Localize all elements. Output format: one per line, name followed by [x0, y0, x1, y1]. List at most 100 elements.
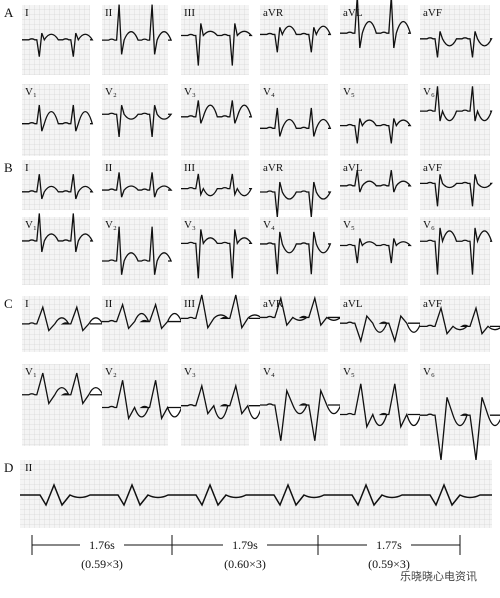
- ecg-lead-panel: V₆: [420, 217, 493, 285]
- grid-paper: [102, 217, 168, 285]
- lead-label: V₃: [184, 366, 196, 378]
- ecg-trace: [181, 23, 253, 66]
- grid-paper: [102, 160, 168, 210]
- lead-label: V₆: [423, 86, 435, 98]
- ecg-trace: [420, 174, 493, 207]
- ecg-trace: [340, 238, 412, 264]
- ecg-trace: [181, 383, 263, 420]
- ecg-lead-panel: V₂: [102, 84, 173, 156]
- ecg-lead-panel: aVL: [340, 296, 422, 352]
- ecg-trace: [22, 372, 104, 406]
- lead-label: V₄: [263, 366, 275, 378]
- lead-label: aVF: [423, 298, 442, 310]
- ecg-trace: [102, 302, 183, 330]
- lead-label: V₁: [25, 86, 37, 98]
- ecg-trace: [340, 170, 412, 193]
- grid-paper: [260, 5, 328, 75]
- grid-paper: [22, 364, 90, 446]
- grid-paper: [22, 84, 90, 156]
- grid-paper: [102, 364, 168, 446]
- ecg-lead-panel: aVF: [420, 160, 493, 210]
- ecg-trace: [22, 174, 94, 200]
- ecg-lead-panel: V₁: [22, 213, 94, 285]
- lead-label: V₁: [25, 219, 37, 231]
- ecg-lead-panel: V₄: [260, 364, 342, 446]
- lead-label: aVR: [263, 7, 284, 19]
- lead-label: V₅: [343, 86, 355, 98]
- ecg-lead-panel: V₅: [340, 217, 412, 285]
- ecg-lead-panel: V₂: [102, 364, 183, 446]
- ecg-trace: [22, 305, 104, 332]
- grid-paper: [22, 217, 90, 285]
- lead-label: V₄: [263, 86, 275, 98]
- ecg-trace: [181, 229, 253, 279]
- lead-label: V₃: [184, 86, 196, 98]
- ecg-lead-panel: II: [102, 296, 183, 352]
- ecg-lead-panel: I: [22, 296, 104, 352]
- ecg-trace: [260, 388, 342, 441]
- interval-calculation: (0.60×3): [224, 557, 266, 571]
- ecg-lead-panel: V₄: [260, 84, 332, 156]
- ecg-trace: [260, 231, 332, 275]
- ecg-lead-panel: V₅: [340, 364, 422, 446]
- ecg-lead-panel: aVL: [340, 160, 412, 210]
- panel-label: A: [4, 5, 14, 20]
- ecg-trace: [181, 294, 264, 330]
- ecg-trace: [420, 31, 493, 58]
- lead-label: V₂: [105, 366, 117, 378]
- ecg-lead-panel: V₅: [340, 84, 412, 156]
- grid-paper: [420, 296, 490, 352]
- ecg-trace: [340, 118, 412, 144]
- lead-label: V₆: [423, 219, 435, 231]
- ecg-lead-panel: V₁: [22, 364, 104, 446]
- grid-paper: [340, 364, 408, 446]
- grid-paper: [420, 84, 490, 156]
- ecg-trace: [340, 314, 422, 344]
- grid-paper: [181, 160, 249, 210]
- ecg-lead-panel: V₁: [22, 84, 94, 156]
- grid-paper: [340, 217, 408, 285]
- ecg-lead-panel: aVF: [420, 5, 493, 75]
- ecg-lead-panel: aVL: [340, 0, 412, 75]
- ecg-lead-panel: V₃: [181, 364, 263, 446]
- ecg-lead-panel: III: [181, 294, 264, 352]
- lead-label: III: [184, 162, 195, 174]
- lead-label: II: [105, 298, 113, 310]
- ecg-trace: [102, 104, 173, 138]
- ecg-trace: [102, 380, 183, 421]
- interval-calculation: (0.59×3): [81, 557, 123, 571]
- watermark: 乐晓晓心电资讯: [400, 570, 477, 583]
- ecg-lead-panel: V₄: [260, 217, 332, 285]
- ecg-lead-panel: aVR: [260, 5, 332, 75]
- ecg-lead-panel: II: [102, 4, 173, 75]
- ecg-trace: [420, 397, 500, 461]
- ecg-trace: [420, 305, 500, 336]
- lead-label: V₁: [25, 366, 37, 378]
- label-bg: [80, 538, 124, 552]
- lead-label: V₅: [343, 219, 355, 231]
- grid-paper: [340, 296, 408, 352]
- ecg-trace: [181, 173, 253, 198]
- lead-label: aVF: [423, 7, 442, 19]
- grid-paper: [260, 84, 328, 156]
- ecg-lead-panel: V₆: [420, 84, 493, 156]
- ecg-lead-panel: II: [102, 160, 173, 210]
- lead-label: II: [105, 162, 113, 174]
- ecg-trace: [260, 181, 332, 218]
- lead-label: aVF: [423, 162, 442, 174]
- lead-label: I: [25, 298, 29, 310]
- grid-paper: [260, 160, 328, 210]
- grid-paper: [181, 5, 249, 75]
- ecg-trace: [340, 383, 422, 429]
- panel-label: D: [4, 460, 13, 475]
- grid-paper: [22, 296, 90, 352]
- grid-paper: [22, 160, 90, 210]
- lead-label: V₂: [105, 219, 117, 231]
- lead-label: aVR: [263, 298, 284, 310]
- lead-label: V₃: [184, 219, 196, 231]
- lead-label: V₂: [105, 86, 117, 98]
- lead-label: V₄: [263, 219, 275, 231]
- ecg-trace: [22, 104, 94, 132]
- ecg-trace: [420, 227, 493, 275]
- lead-label: II: [105, 7, 113, 19]
